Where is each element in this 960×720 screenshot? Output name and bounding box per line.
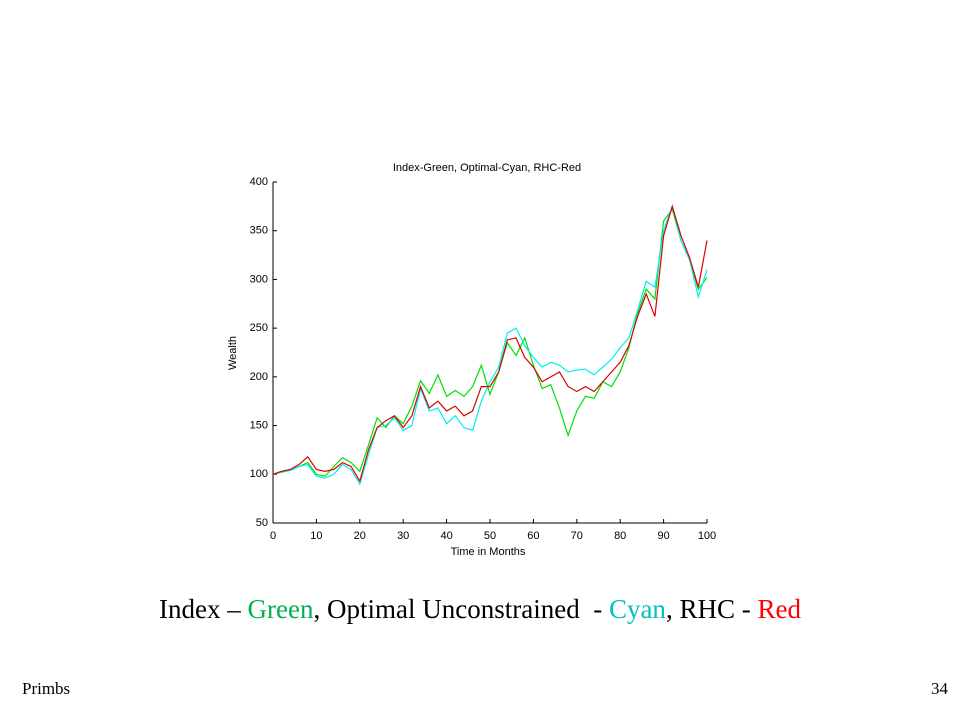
page-number: 34 [931,679,948,698]
x-tick-label: 10 [310,530,322,542]
x-tick-label: 40 [440,530,452,542]
x-tick-label: 30 [397,530,409,542]
caption-segment: , RHC - [665,594,758,624]
x-tick-label: 70 [571,530,583,542]
y-tick-label: 350 [250,225,268,237]
caption-segment: Green [247,594,314,624]
y-tick-label: 100 [250,468,268,480]
x-tick-label: 80 [614,530,626,542]
x-tick-label: 60 [527,530,539,542]
x-tick-label: 0 [270,530,276,542]
series-line [272,207,708,477]
caption-segment: Red [757,594,801,624]
chart: Index-Green, Optimal-Cyan, RHC-Red Time … [227,162,716,558]
x-tick-label: 90 [657,530,669,542]
y-tick-label: 200 [250,371,268,383]
y-tick-label: 300 [250,273,268,285]
x-tick-label: 100 [698,530,716,542]
x-tick-label: 20 [354,530,366,542]
footer-left: Primbs [22,679,71,698]
caption-segment: , Optimal Unconstrained - [313,594,609,624]
x-axis-label: Time in Months [451,546,526,558]
y-axis-label: Wealth [227,336,239,370]
chart-title: Index-Green, Optimal-Cyan, RHC-Red [393,162,581,174]
caption-segment: Cyan [608,594,666,624]
y-tick-label: 250 [250,322,268,334]
y-tick-label: 50 [256,517,268,529]
series-line [272,204,708,486]
y-tick-label: 400 [250,176,268,188]
caption-segment: Index – [159,594,248,624]
y-tick-label: 150 [250,419,268,431]
series-line [272,204,708,483]
caption: Index – Green, Optimal Unconstrained - C… [0,594,960,625]
x-tick-label: 50 [484,530,496,542]
